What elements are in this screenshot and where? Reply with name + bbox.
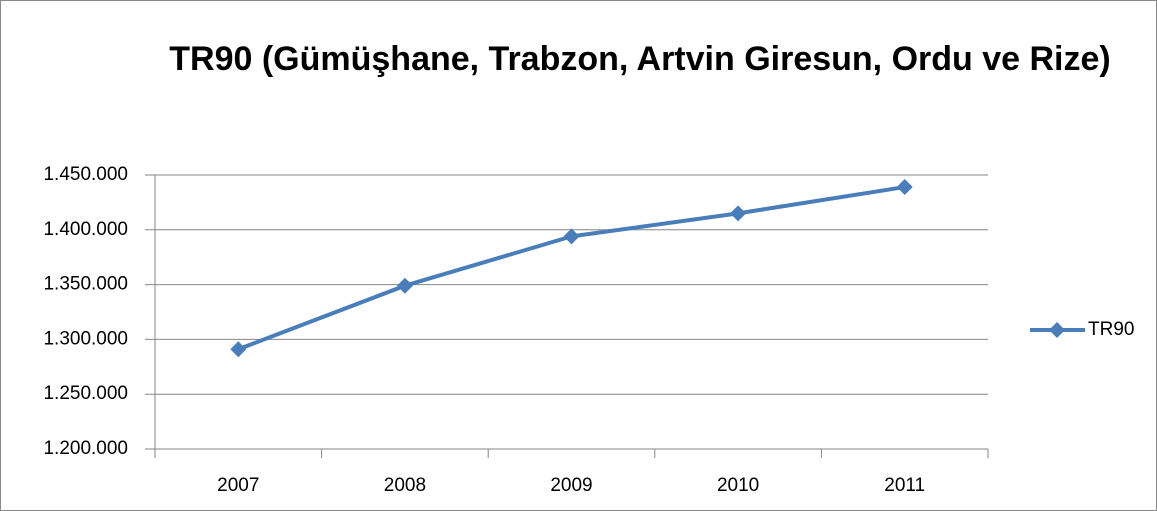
y-tick-label: 1.250.000: [43, 383, 128, 404]
marker: [396, 277, 413, 294]
x-tick-label: 2011: [884, 475, 925, 496]
x-tick-label: 2007: [217, 475, 259, 496]
x-tick-label: 2008: [384, 475, 426, 496]
legend-label: TR90: [1088, 319, 1134, 340]
marker: [730, 205, 747, 222]
x-tick-label: 2010: [717, 475, 759, 496]
y-tick-label: 1.200.000: [43, 438, 128, 459]
chart-title: TR90 (Gümüşhane, Trabzon, Artvin Giresun…: [169, 40, 1111, 78]
legend-marker: [1049, 322, 1065, 338]
y-tick-label: 1.300.000: [43, 328, 128, 349]
y-tick-label: 1.450.000: [43, 164, 128, 185]
x-tick-label: 2009: [550, 475, 592, 496]
marker: [230, 341, 247, 358]
y-tick-label: 1.400.000: [43, 219, 128, 240]
marker: [563, 228, 580, 245]
marker: [896, 179, 913, 196]
y-tick-label: 1.350.000: [43, 274, 128, 295]
